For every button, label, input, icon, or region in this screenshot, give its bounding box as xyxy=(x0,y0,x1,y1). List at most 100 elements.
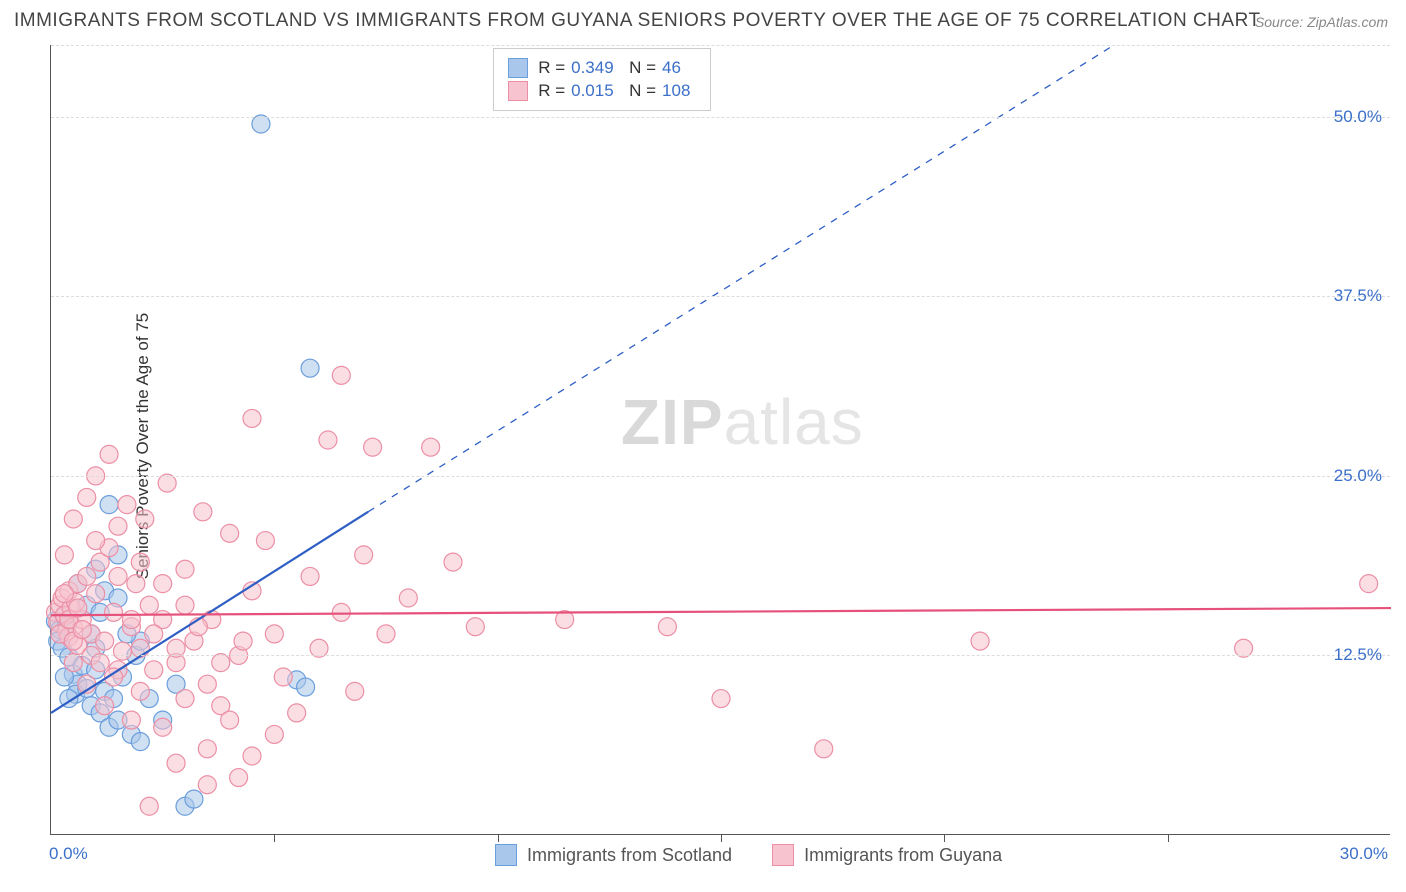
data-point xyxy=(55,546,73,564)
n-value: 46 xyxy=(662,58,681,78)
data-point xyxy=(332,603,350,621)
data-point xyxy=(230,769,248,787)
data-point xyxy=(73,621,91,639)
legend-row: R = 0.349 N = 46 xyxy=(508,58,696,78)
xtick-label-left: 0.0% xyxy=(49,844,88,864)
legend-label: Immigrants from Guyana xyxy=(804,845,1002,866)
correlation-legend: R = 0.349 N = 46 R = 0.015 N = 108 xyxy=(493,48,711,111)
data-point xyxy=(221,524,239,542)
data-point xyxy=(109,517,127,535)
data-point xyxy=(198,740,216,758)
data-point xyxy=(131,682,149,700)
data-point xyxy=(815,740,833,758)
xtick xyxy=(498,834,499,842)
data-point xyxy=(346,682,364,700)
xtick xyxy=(274,834,275,842)
chart-title: IMMIGRANTS FROM SCOTLAND VS IMMIGRANTS F… xyxy=(14,10,1261,32)
gridline xyxy=(51,655,1390,656)
data-point xyxy=(113,642,131,660)
data-point xyxy=(198,776,216,794)
data-point xyxy=(109,567,127,585)
data-point xyxy=(176,690,194,708)
ytick-label: 12.5% xyxy=(1334,645,1382,665)
r-value: 0.349 xyxy=(571,58,614,78)
xtick xyxy=(1168,834,1169,842)
legend-swatch xyxy=(508,58,528,78)
data-point xyxy=(971,632,989,650)
source-label: Source: ZipAtlas.com xyxy=(1255,14,1388,30)
legend-swatch xyxy=(508,81,528,101)
data-point xyxy=(78,488,96,506)
data-point xyxy=(176,560,194,578)
data-point xyxy=(243,409,261,427)
data-point xyxy=(377,625,395,643)
data-point xyxy=(55,585,73,603)
data-point xyxy=(297,678,315,696)
gridline xyxy=(51,296,1390,297)
legend-label: Immigrants from Scotland xyxy=(527,845,732,866)
data-point xyxy=(87,532,105,550)
data-point xyxy=(444,553,462,571)
n-value: 108 xyxy=(662,81,690,101)
data-point xyxy=(1360,575,1378,593)
data-point xyxy=(100,496,118,514)
data-point xyxy=(265,725,283,743)
data-point xyxy=(221,711,239,729)
data-point xyxy=(122,711,140,729)
data-point xyxy=(127,575,145,593)
data-point xyxy=(154,718,172,736)
xtick xyxy=(721,834,722,842)
data-point xyxy=(274,668,292,686)
data-point xyxy=(140,596,158,614)
data-point xyxy=(136,510,154,528)
chart-svg xyxy=(51,45,1390,834)
xtick-label-right: 30.0% xyxy=(1340,844,1388,864)
plot-area: ZIPatlas 12.5%25.0%37.5%50.0%0.0%30.0%R … xyxy=(50,45,1390,835)
data-point xyxy=(122,611,140,629)
fit-line xyxy=(51,608,1391,615)
data-point xyxy=(145,625,163,643)
data-point xyxy=(87,585,105,603)
data-point xyxy=(243,747,261,765)
ytick-label: 50.0% xyxy=(1334,107,1382,127)
data-point xyxy=(194,503,212,521)
data-point xyxy=(198,675,216,693)
gridline xyxy=(51,45,1390,46)
data-point xyxy=(140,797,158,815)
data-point xyxy=(78,567,96,585)
data-point xyxy=(185,790,203,808)
series-legend: Immigrants from Scotland Immigrants from … xyxy=(495,844,1002,866)
data-point xyxy=(399,589,417,607)
data-point xyxy=(167,754,185,772)
gridline xyxy=(51,117,1390,118)
legend-swatch xyxy=(495,844,517,866)
data-point xyxy=(145,661,163,679)
data-point xyxy=(265,625,283,643)
data-point xyxy=(256,532,274,550)
gridline xyxy=(51,476,1390,477)
data-point xyxy=(154,575,172,593)
data-point xyxy=(712,690,730,708)
data-point xyxy=(100,445,118,463)
data-point xyxy=(131,733,149,751)
data-point xyxy=(422,438,440,456)
data-point xyxy=(176,596,194,614)
data-point xyxy=(658,618,676,636)
data-point xyxy=(118,496,136,514)
data-point xyxy=(355,546,373,564)
data-point xyxy=(64,510,82,528)
data-point xyxy=(288,704,306,722)
data-point xyxy=(332,366,350,384)
data-point xyxy=(96,697,114,715)
legend-swatch xyxy=(772,844,794,866)
data-point xyxy=(319,431,337,449)
data-point xyxy=(105,603,123,621)
data-point xyxy=(301,567,319,585)
ytick-label: 25.0% xyxy=(1334,466,1382,486)
data-point xyxy=(364,438,382,456)
data-point xyxy=(234,632,252,650)
data-point xyxy=(466,618,484,636)
r-value: 0.015 xyxy=(571,81,614,101)
ytick-label: 37.5% xyxy=(1334,286,1382,306)
legend-row: R = 0.015 N = 108 xyxy=(508,81,696,101)
